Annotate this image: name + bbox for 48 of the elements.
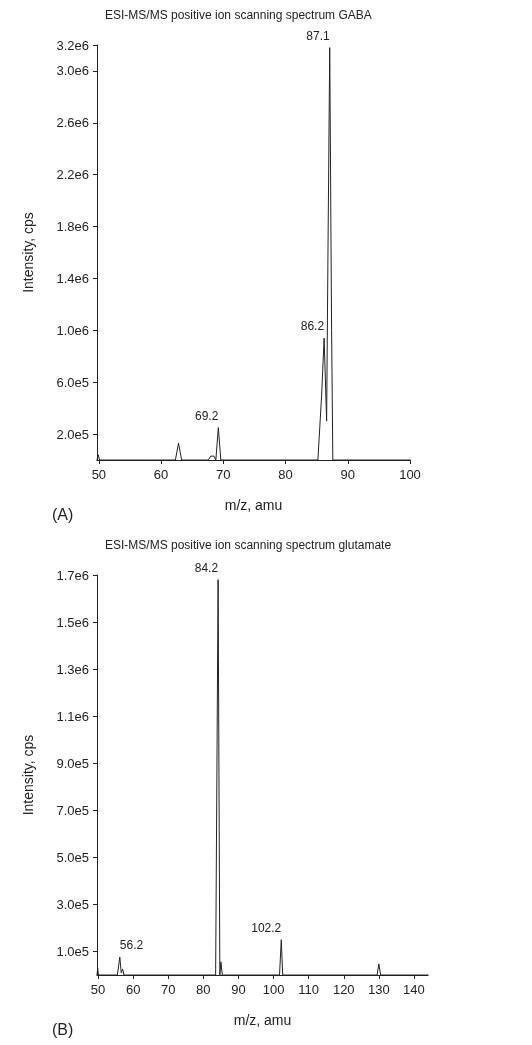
y-tick-label: 9.0e5 [56,755,89,771]
x-tick-label: 80 [196,982,211,997]
x-tick-label: 100 [399,467,421,482]
y-axis-title: Intensity, cps [20,734,36,816]
x-tick-label: 130 [368,982,390,997]
y-tick-label: 1.5e6 [56,614,89,630]
x-tick-label: 70 [216,467,231,482]
y-tick-label: 1.8e6 [56,219,89,235]
y-tick-label: 1.7e6 [56,567,89,583]
y-tick-label: 2.0e5 [56,426,89,442]
y-tick-label: 2.2e6 [56,167,89,183]
annotation: 102.2 [251,920,282,935]
text: (A) [52,505,74,523]
chart-title: ESI-MS/MS positive ion scanning spectrum GABA [105,8,372,22]
y-tick-label: 3.2e6 [56,37,89,53]
x-tick-label: 60 [153,467,169,482]
y-tick-label: 1.4e6 [56,270,89,286]
annotation: 87.1 [306,28,331,43]
x-tick-label: 50 [90,982,106,997]
y-tick-label: 6.0e5 [56,374,89,390]
x-tick-label: 100 [262,982,285,997]
x-tick-label: 120 [332,982,355,997]
y-tick-label: 3.0e6 [56,63,89,79]
annotation: 56.2 [119,938,144,953]
y-axis-title: Intensity, cps [20,212,36,293]
x-tick-label: 90 [231,982,246,997]
x-tick-label: 110 [298,982,320,997]
x-axis-title: m/z, amu [224,497,283,513]
x-tick-label: 80 [278,467,293,482]
y-tick-label: 2.6e6 [56,115,89,131]
text: (B) [52,1020,74,1038]
x-axis-title: m/z, amu [233,1012,292,1028]
y-tick-label: 1.3e6 [56,661,89,677]
y-tick-label: 1.1e6 [56,708,89,724]
y-tick-label: 1.0e6 [56,322,89,338]
y-tick-label: 1.0e5 [56,943,89,959]
x-tick-label: 140 [403,982,425,997]
y-tick-label: 5.0e5 [56,849,89,865]
y-tick-label: 3.0e5 [56,896,89,912]
x-tick-label: 70 [161,982,176,997]
x-tick-label: 90 [340,467,356,482]
x-tick-label: 50 [91,467,107,482]
x-tick-label: 60 [125,982,141,997]
chart-title: ESI-MS/MS positive ion scanning spectrum glutamate [105,538,392,552]
annotation: 84.2 [194,560,219,575]
y-tick-label: 7.0e5 [56,802,89,818]
annotation: 69.2 [194,408,219,423]
annotation: 86.2 [300,319,325,334]
